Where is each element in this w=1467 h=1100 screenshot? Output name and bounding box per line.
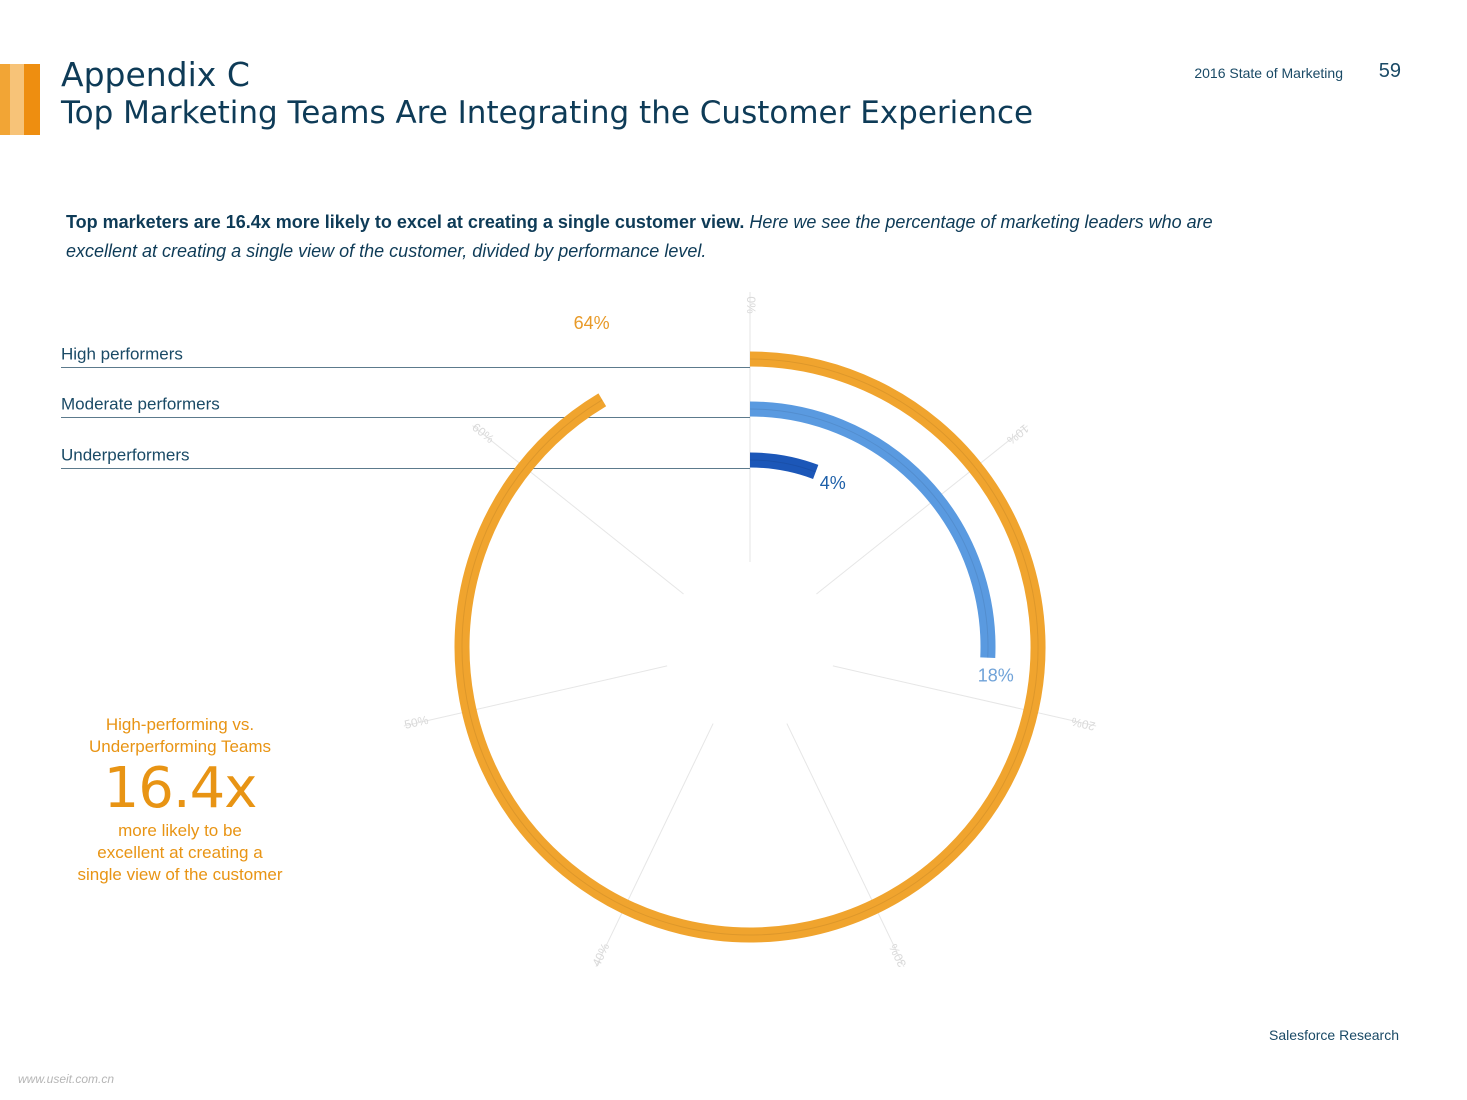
- axis-spoke: [403, 665, 668, 727]
- axis-tick-label: 40%: [589, 941, 612, 969]
- axis-tick-label: 20%: [1070, 714, 1097, 733]
- bar-arc-edge: [461, 358, 1039, 936]
- axis-tick-label: 0%: [744, 296, 758, 314]
- intro-italic: Here we see the percentage of marketing …: [66, 212, 1213, 261]
- category-label: High performers: [61, 345, 183, 364]
- intro-bold: Top marketers are 16.4x more likely to e…: [66, 212, 745, 232]
- bar-arc: [749, 452, 819, 479]
- value-label: 4%: [820, 473, 846, 493]
- footer-source: Salesforce Research: [1269, 1027, 1399, 1043]
- axis-spoke: [786, 723, 905, 968]
- axis-tick-label: 30%: [886, 941, 909, 969]
- axis-spoke: [816, 425, 1028, 595]
- bar-arc: [749, 401, 996, 659]
- title-main: Appendix C: [61, 55, 250, 94]
- axis-spoke: [472, 425, 684, 595]
- bar-arc-edge: [749, 459, 816, 473]
- value-label: 64%: [574, 313, 610, 333]
- callout-heading-1: High-performing vs.: [105, 715, 255, 734]
- callout-desc-2: excellent at creating a: [97, 843, 263, 862]
- page-number: 59: [1378, 60, 1401, 82]
- axis-tick-label: 50%: [403, 713, 430, 732]
- category-label: Moderate performers: [61, 395, 220, 414]
- bar-arc: [454, 351, 1046, 943]
- bar-arc-edge: [749, 408, 989, 658]
- category-label: Underperformers: [61, 446, 190, 465]
- axis-spoke: [595, 723, 714, 968]
- watermark: www.useit.com.cn: [18, 1072, 115, 1086]
- axis-spoke: [832, 665, 1097, 727]
- callout: High-performing vs. Underperforming Team…: [60, 714, 300, 886]
- intro-text: Top marketers are 16.4x more likely to e…: [66, 208, 1236, 266]
- accent-stripe-light: [0, 64, 10, 135]
- page-title: Appendix C Top Marketing Teams Are Integ…: [61, 56, 1033, 132]
- title-subtitle: Top Marketing Teams Are Integrating the …: [61, 94, 1034, 131]
- accent-stripe-pale: [10, 64, 24, 135]
- value-label: 18%: [978, 666, 1014, 686]
- callout-desc-3: single view of the customer: [77, 865, 283, 884]
- callout-desc-1: more likely to be: [118, 821, 242, 840]
- accent-stripe-dark: [24, 64, 40, 135]
- report-name: 2016 State of Marketing: [1194, 65, 1343, 81]
- callout-big-value: 16.4x: [103, 756, 258, 821]
- callout-heading-2: Underperforming Teams: [88, 737, 272, 756]
- axis-tick-label: 10%: [1004, 421, 1032, 447]
